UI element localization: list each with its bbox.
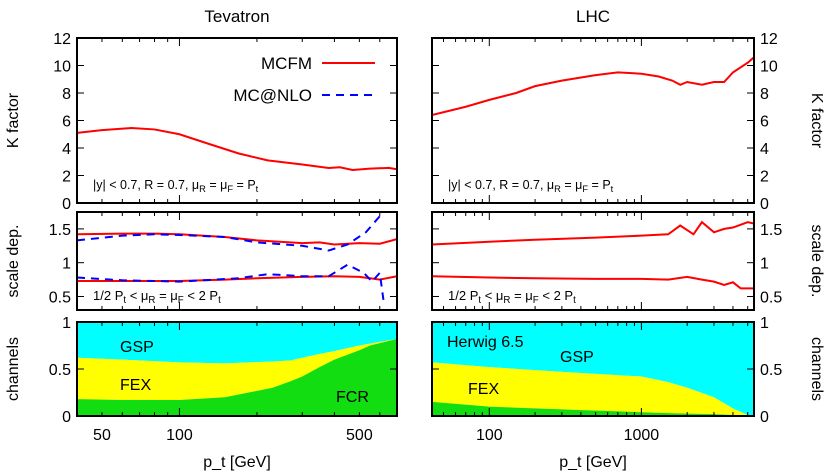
y-axis-label: scale dep.: [5, 225, 22, 298]
y-tick-label: 6: [62, 114, 71, 131]
scale-plot-area: [432, 220, 754, 290]
y-tick-label: 0.5: [49, 362, 71, 379]
y-axis-label: channels: [808, 337, 825, 401]
channel-label-fcr: FCR: [336, 389, 369, 406]
scale-frame: [431, 211, 755, 311]
y-axis-label: scale dep.: [808, 225, 825, 298]
scale-panel: 1/2 Pt < μR = μF < 2 Pt 0.5 1 1.5 scale dep.: [431, 211, 825, 311]
x-axis-label: p_t [GeV]: [559, 454, 627, 471]
kfactor-plot-area: [77, 127, 397, 172]
scale-frame: [76, 211, 398, 311]
channel-label-gsp: GSP: [560, 349, 594, 366]
panel-annotation: 1/2 Pt < μR = μF < 2 Pt: [93, 288, 221, 306]
series-line-mcfm: [77, 127, 397, 172]
panel-tevatron: Tevatron |y| < 0.7, R = 0.7, μR = μF = Pt…: [5, 7, 398, 471]
y-tick-label: 0.5: [760, 362, 782, 379]
y-tick-label: 8: [760, 86, 769, 103]
y-tick-label: 10: [760, 59, 778, 76]
y-tick-label: 12: [760, 31, 778, 48]
channel-label-fex: FEX: [468, 381, 499, 398]
channels-panel: Herwig 6.5 GSP FEX 0 0.5 1 channels: [431, 315, 825, 426]
y-tick-label: 1: [760, 315, 769, 332]
area-gsp: [77, 322, 397, 364]
kfactor-panel: |y| < 0.7, R = 0.7, μR = μF = Pt MCFM MC@N…: [5, 31, 398, 213]
legend-label: MCFM: [261, 54, 312, 73]
y-tick-label: 2: [760, 169, 769, 186]
y-tick-label: 1.5: [760, 222, 782, 239]
y-axis-label: K factor: [5, 92, 22, 148]
scale-plot-area: [77, 212, 397, 300]
y-tick-label: 0: [62, 196, 71, 213]
y-axis-label: channels: [5, 337, 22, 401]
channels-plot-area: [77, 322, 397, 416]
area-fcr: [77, 338, 397, 416]
area-fcr: [432, 401, 754, 416]
y-tick-label: 1: [62, 256, 71, 273]
panel-lhc: LHC |y| < 0.7, R = 0.7, μR = μF = Pt 0 2 4 6 8…: [431, 7, 825, 471]
y-tick-label: 1.5: [49, 222, 71, 239]
y-axis-label: K factor: [808, 93, 825, 149]
chart-title: Tevatron: [204, 7, 269, 26]
y-tick-label: 4: [62, 141, 71, 158]
y-tick-label: 1: [760, 256, 769, 273]
x-tick-label: 100: [166, 427, 193, 444]
area-fex: [432, 362, 754, 416]
panel-annotation: |y| < 0.7, R = 0.7, μR = μF = Pt: [93, 178, 259, 194]
y-tick-label: 8: [62, 86, 71, 103]
y-tick-label: 2: [62, 169, 71, 186]
panel-annotation: 1/2 Pt < μR = μF < 2 Pt: [448, 288, 576, 306]
series-line-mc-nlo: [77, 212, 385, 252]
y-tick-label: 4: [760, 141, 769, 158]
y-tick-label: 1: [62, 315, 71, 332]
channel-label-herwig-6-5: Herwig 6.5: [447, 334, 524, 351]
channel-label-gsp: GSP: [120, 339, 154, 356]
legend-label: MC@NLO: [233, 86, 312, 105]
y-tick-label: 0: [760, 409, 769, 426]
y-tick-label: 12: [53, 31, 71, 48]
channels-plot-area: [432, 322, 754, 416]
series-line-mcfm: [432, 220, 754, 246]
y-tick-label: 0: [760, 196, 769, 213]
area-fex: [77, 338, 397, 401]
channels-panel: GSP FEX FCR 0 0.5 1 channels: [5, 315, 398, 426]
kfactor-plot-area: [432, 56, 754, 116]
y-tick-label: 0.5: [49, 289, 71, 306]
series-line-mcfm: [432, 275, 754, 290]
y-tick-label: 6: [760, 114, 769, 131]
x-tick-label: 1000: [624, 427, 660, 444]
chart-title: LHC: [576, 7, 610, 26]
x-tick-label: 100: [476, 427, 503, 444]
y-tick-label: 0.5: [760, 289, 782, 306]
panel-annotation: |y| < 0.7, R = 0.7, μR = μF = Pt: [448, 178, 614, 194]
y-tick-label: 0: [62, 409, 71, 426]
y-tick-label: 10: [53, 59, 71, 76]
x-tick-label: 500: [346, 427, 373, 444]
x-axis-label: p_t [GeV]: [203, 454, 271, 471]
series-line-mc-nlo: [77, 263, 385, 300]
scale-panel: 1/2 Pt < μR = μF < 2 Pt 0.5 1 1.5 scale dep.: [5, 211, 398, 311]
x-tick-label: 50: [93, 427, 111, 444]
kfactor-panel: |y| < 0.7, R = 0.7, μR = μF = Pt 0 2 4 6 8 10 1…: [431, 31, 825, 213]
channel-label-fex: FEX: [120, 377, 151, 394]
series-line-mcfm: [432, 56, 754, 116]
area-gsp: [432, 322, 754, 416]
